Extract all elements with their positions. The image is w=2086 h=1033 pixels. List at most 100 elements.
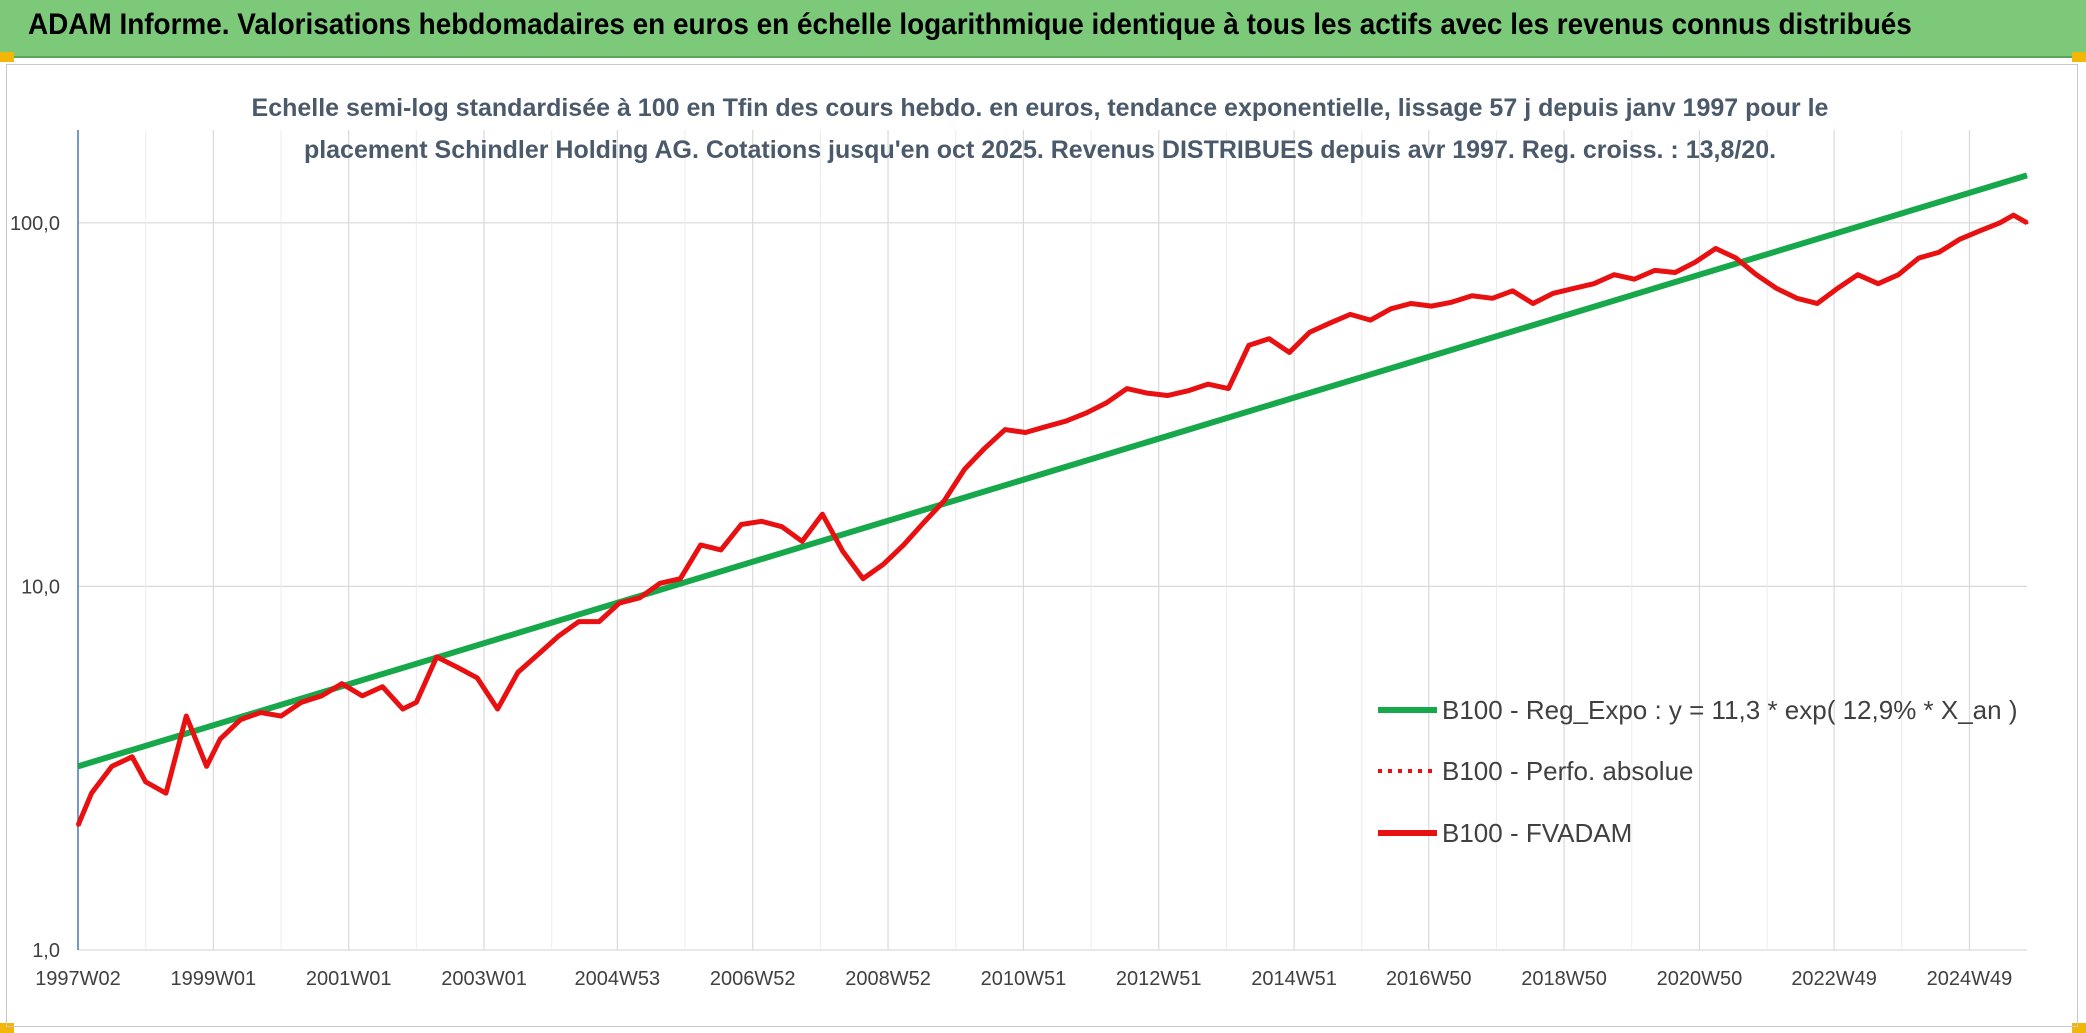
fvadam-point — [1531, 301, 1535, 305]
x-tick-label: 2018W50 — [1521, 968, 1607, 990]
fvadam-point — [90, 791, 94, 795]
legend-label-trend: B100 - Reg_Expo : y = 11,3 * exp( 12,9% … — [1442, 695, 2017, 725]
fvadam-point — [1775, 286, 1779, 290]
header-bar: ADAM Informe. Valorisations hebdomadaire… — [0, 0, 2086, 58]
fvadam-point — [130, 755, 134, 759]
y-tick-label: 100,0 — [10, 213, 60, 235]
y-tick-label: 10,0 — [21, 576, 60, 598]
trend-line — [77, 172, 2028, 770]
fvadam-point — [1389, 307, 1393, 311]
fvadam-point — [1084, 411, 1088, 415]
y-tick-label: 1,0 — [32, 940, 60, 962]
fvadam-point — [1267, 337, 1271, 341]
fvadam-point — [597, 620, 601, 624]
fvadam-point — [1145, 391, 1149, 395]
fvadam-point — [1673, 271, 1677, 275]
fvadam-point — [922, 520, 926, 524]
fvadam-point — [1003, 428, 1007, 432]
fvadam-point — [1876, 282, 1880, 286]
x-tick-label: 2022W49 — [1791, 968, 1877, 990]
corner-marker-bottom-right — [2072, 1023, 2086, 1033]
fvadam-point — [556, 634, 560, 638]
fvadam-point — [205, 764, 209, 768]
x-tick-label: 2010W51 — [981, 968, 1067, 990]
fvadam-point — [299, 700, 303, 704]
fvadam-point — [516, 670, 520, 674]
fvadam-point — [1957, 237, 1961, 241]
fvadam-point — [1064, 419, 1068, 423]
fvadam-point — [638, 596, 642, 600]
x-tick-label: 1997W02 — [35, 968, 121, 990]
x-axis-ticks: 1997W02 1999W01 2001W01 2003W01 2004W53 2006W… — [35, 968, 2012, 990]
fvadam-point — [184, 714, 188, 718]
fvadam-point — [279, 714, 283, 718]
fvadam-point — [1734, 256, 1738, 260]
fvadam-point — [841, 549, 845, 553]
fvadam-point — [1551, 291, 1555, 295]
fvadam-point — [1917, 256, 1921, 260]
fvadam-point — [1369, 318, 1373, 322]
corner-marker-left — [0, 52, 14, 62]
fvadam-point — [780, 525, 784, 529]
fvadam-point — [536, 652, 540, 656]
fvadam-point — [475, 676, 479, 680]
x-tick-label: 2012W51 — [1116, 968, 1202, 990]
fvadam-point — [455, 665, 459, 669]
fvadam-point — [1105, 401, 1109, 405]
x-tick-label: 1999W01 — [171, 968, 257, 990]
fvadam-point — [76, 823, 80, 827]
corner-marker-bottom-left — [0, 1023, 14, 1033]
chart-subtitle-line-1: Echelle semi-log standardisée à 100 en T… — [252, 94, 1829, 122]
corner-marker-right — [2072, 52, 2086, 62]
fvadam-point — [2011, 213, 2015, 217]
fvadam-point — [238, 718, 242, 722]
legend: B100 - Reg_Expo : y = 11,3 * exp( 12,9% … — [1378, 695, 2017, 848]
fvadam-point — [1308, 330, 1312, 334]
x-tick-label: 2004W53 — [575, 968, 661, 990]
fvadam-point — [1206, 382, 1210, 386]
fvadam-point — [1490, 296, 1494, 300]
x-tick-label: 2001W01 — [306, 968, 392, 990]
fvadam-point — [658, 581, 662, 585]
fvadam-point — [1328, 321, 1332, 325]
fvadam-point — [1714, 246, 1718, 250]
x-tick-label: 2020W50 — [1657, 968, 1743, 990]
fvadam-point — [617, 601, 621, 605]
fvadam-point — [340, 682, 344, 686]
fvadam-point — [1978, 229, 1982, 233]
fvadam-point — [1693, 260, 1697, 264]
fvadam-point — [983, 446, 987, 450]
fvadam-point — [1429, 304, 1433, 308]
fvadam-point — [435, 655, 439, 659]
fvadam-point — [1125, 387, 1129, 391]
fvadam-point — [1247, 343, 1251, 347]
x-tick-label: 2006W52 — [710, 968, 796, 990]
fvadam-point — [218, 737, 222, 741]
fvadam-point — [760, 519, 764, 523]
fvadam-point — [1998, 221, 2002, 225]
fvadam-point — [719, 548, 723, 552]
fvadam-point — [820, 512, 824, 516]
fvadam-point — [699, 543, 703, 547]
fvadam-point — [1470, 294, 1474, 298]
fvadam-point — [1166, 394, 1170, 398]
fvadam-point — [1450, 300, 1454, 304]
series — [75, 172, 2029, 827]
fvadam-point — [1632, 277, 1636, 281]
x-tick-label: 2008W52 — [845, 968, 931, 990]
fvadam-point — [861, 577, 865, 581]
fvadam-point — [1653, 268, 1657, 272]
fvadam-point — [881, 562, 885, 566]
fvadam-point — [1592, 282, 1596, 286]
fvadam-point — [401, 707, 405, 711]
fvadam-point — [1896, 273, 1900, 277]
x-tick-label: 2014W51 — [1251, 968, 1337, 990]
chart-subtitle-line-2: placement Schindler Holding AG. Cotation… — [304, 136, 1776, 164]
fvadam-point — [110, 764, 114, 768]
chart-frame — [6, 64, 2078, 1027]
fvadam-point — [800, 539, 804, 543]
fvadam-point — [320, 694, 324, 698]
fvadam-point — [259, 710, 263, 714]
fvadam-point — [1612, 273, 1616, 277]
